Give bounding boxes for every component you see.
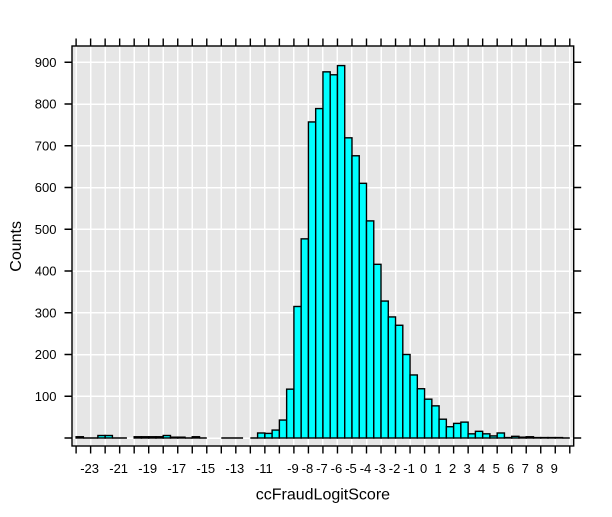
svg-text:ccFraudLogitScore: ccFraudLogitScore: [256, 487, 390, 504]
svg-text:900: 900: [35, 55, 57, 70]
svg-text:-21: -21: [109, 461, 128, 476]
svg-text:-3: -3: [374, 461, 386, 476]
svg-text:Counts: Counts: [8, 221, 25, 272]
svg-text:-7: -7: [316, 461, 328, 476]
svg-text:-23: -23: [80, 461, 99, 476]
svg-text:-4: -4: [360, 461, 372, 476]
svg-text:6: 6: [507, 461, 514, 476]
svg-text:-2: -2: [389, 461, 401, 476]
svg-text:100: 100: [35, 389, 57, 404]
svg-text:3: 3: [464, 461, 471, 476]
svg-text:500: 500: [35, 222, 57, 237]
svg-text:200: 200: [35, 347, 57, 362]
svg-text:-1: -1: [403, 461, 415, 476]
svg-text:5: 5: [493, 461, 500, 476]
svg-text:600: 600: [35, 180, 57, 195]
svg-text:-5: -5: [345, 461, 357, 476]
svg-text:-17: -17: [167, 461, 186, 476]
svg-text:4: 4: [478, 461, 485, 476]
svg-text:-6: -6: [331, 461, 343, 476]
svg-text:2: 2: [449, 461, 456, 476]
svg-text:-19: -19: [138, 461, 157, 476]
svg-text:8: 8: [536, 461, 543, 476]
svg-text:300: 300: [35, 305, 57, 320]
svg-text:-15: -15: [196, 461, 215, 476]
svg-text:7: 7: [522, 461, 529, 476]
svg-text:1: 1: [434, 461, 441, 476]
svg-text:800: 800: [35, 97, 57, 112]
svg-text:9: 9: [551, 461, 558, 476]
svg-text:-11: -11: [255, 461, 273, 476]
svg-text:-8: -8: [302, 461, 314, 476]
svg-text:700: 700: [35, 138, 57, 153]
svg-text:-13: -13: [225, 461, 244, 476]
svg-text:0: 0: [420, 461, 427, 476]
svg-text:-9: -9: [287, 461, 299, 476]
svg-text:400: 400: [35, 264, 57, 279]
